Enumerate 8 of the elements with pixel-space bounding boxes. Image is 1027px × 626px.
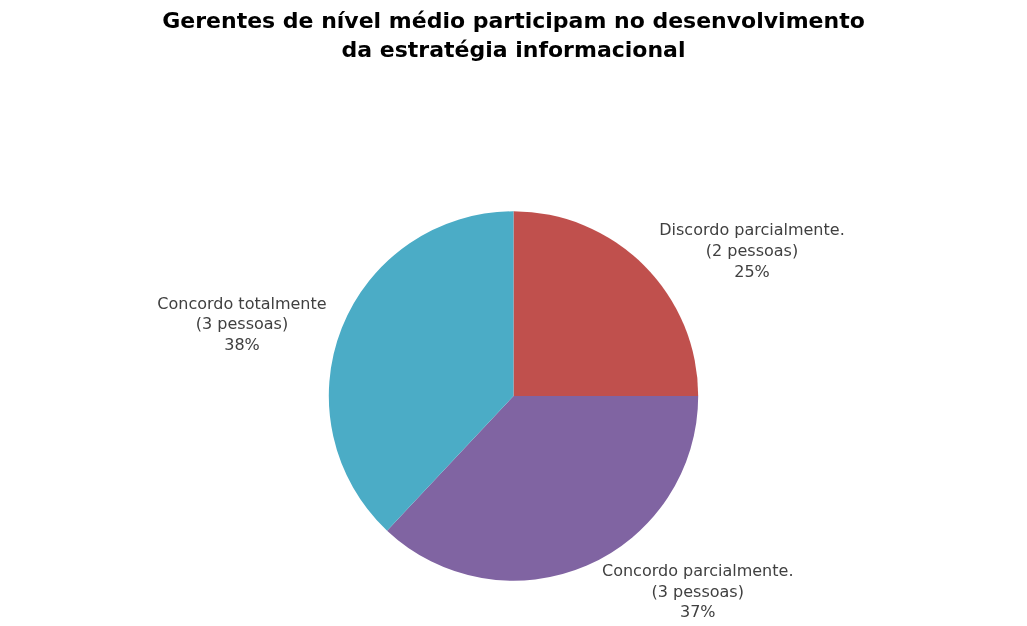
pie-slice <box>329 211 514 531</box>
data-label: (2 pessoas) 25% <box>705 240 799 281</box>
slice-label: Discordo parcialmente. <box>659 219 845 239</box>
data-label: (3 pessoas) 38% <box>195 314 289 355</box>
chart-title: Gerentes de nível médio participam no desenvolvimento da estratégia informacional <box>162 8 865 62</box>
data-label: (3 pessoas) 37% <box>651 581 744 622</box>
slice-label: Concordo totalmente <box>157 293 327 313</box>
slice-label: Concordo parcialmente. <box>602 560 794 580</box>
